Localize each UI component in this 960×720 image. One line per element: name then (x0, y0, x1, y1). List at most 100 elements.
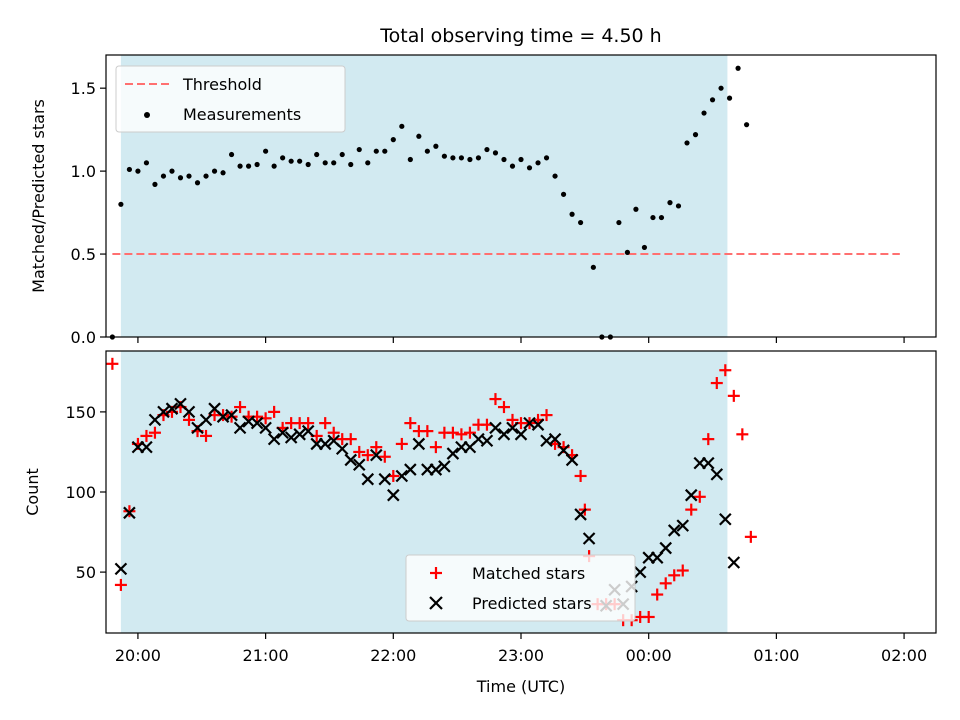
matched-star-point (540, 409, 553, 422)
measurement-point (718, 85, 724, 91)
predicted-star-point (727, 556, 741, 569)
x-tick-label: 23:00 (498, 646, 544, 665)
predicted-star-point (344, 453, 358, 467)
predicted-star-point (404, 463, 417, 476)
measurement-point (390, 137, 396, 143)
measurement-point (186, 173, 192, 179)
measurement-point (160, 173, 167, 179)
measurement-point (492, 150, 499, 156)
matched-star-point (455, 428, 468, 441)
measurement-point (211, 168, 218, 174)
measurement-point (535, 160, 541, 166)
measurement-point (135, 168, 141, 174)
bottom-y-axis-label: Count (23, 468, 42, 516)
matched-star-point (234, 401, 247, 414)
predicted-star-point (710, 468, 724, 481)
measurement-point (245, 163, 252, 169)
bottom-axes-frame (105, 350, 937, 634)
predicted-star-point (378, 472, 392, 486)
x-tick-label: 22:00 (370, 646, 416, 665)
measurement-point (152, 181, 158, 187)
measurement-point (709, 97, 716, 103)
matched-star-point (344, 433, 357, 446)
measurement-point (305, 161, 311, 168)
measurement-point (458, 155, 465, 161)
measurement-point (203, 173, 209, 179)
measurement-point (348, 161, 354, 168)
legend-predicted-label: Predicted stars (472, 594, 592, 613)
predicted-star-point (633, 565, 647, 579)
predicted-star-point (276, 426, 289, 439)
measurement-point (228, 151, 235, 158)
predicted-star-point (582, 532, 596, 545)
measurement-point (297, 158, 303, 164)
predicted-star-point (140, 440, 153, 454)
x-tick-label: 20:00 (115, 646, 161, 665)
matched-star-point (370, 441, 383, 454)
predicted-star-point (267, 432, 281, 446)
predicted-star-point (250, 416, 264, 430)
matched-star-point (404, 417, 417, 430)
bottom-y-ticks: 50 100 150 (65, 403, 106, 582)
predicted-star-point (165, 402, 179, 415)
chart-title: Total observing time = 4.50 h (379, 25, 661, 47)
measurement-point (467, 156, 473, 163)
measurement-point (271, 163, 277, 169)
measurement-point (280, 155, 286, 161)
measurement-point (667, 200, 673, 206)
measurement-point (177, 175, 184, 181)
matched-star-point (123, 505, 136, 518)
matched-star-point (327, 426, 340, 439)
predicted-star-point (387, 488, 400, 502)
matched-star-point (302, 417, 315, 430)
measurement-point (641, 244, 648, 251)
matched-star-point (693, 490, 706, 503)
measurement-point (237, 163, 243, 169)
measurement-point (569, 211, 575, 217)
predicted-star-point (182, 405, 196, 419)
predicted-star-point (123, 506, 136, 520)
predicted-star-point (199, 413, 213, 427)
predicted-star-point (395, 469, 409, 483)
predicted-star-point (157, 405, 170, 419)
measurement-point (339, 151, 345, 158)
matched-star-point (710, 377, 723, 390)
measurement-point (501, 156, 507, 163)
predicted-star-point (446, 447, 460, 460)
measurement-point (399, 123, 405, 129)
predicted-star-point (233, 421, 247, 435)
legend-threshold-label: Threshold (182, 75, 262, 94)
measurement-point (433, 143, 439, 149)
matched-star-point (395, 437, 408, 450)
x-tick-label: 02:00 (881, 646, 927, 665)
matched-star-point (463, 426, 476, 439)
matched-star-point (489, 393, 502, 406)
measurement-point (518, 156, 524, 163)
predicted-star-point (412, 437, 426, 451)
measurement-point (475, 155, 482, 161)
measurement-point (365, 160, 371, 166)
matched-star-point (727, 389, 740, 402)
measurement-point (416, 133, 422, 139)
predicted-star-point (284, 431, 298, 444)
predicted-star-point (301, 424, 315, 438)
predicted-star-point (335, 442, 349, 456)
measurement-point (650, 214, 656, 221)
top-y-axis-label: Matched/Predicted stars (29, 99, 48, 293)
predicted-star-point (361, 472, 375, 486)
predicted-star-point (438, 460, 451, 473)
measurement-point (314, 151, 320, 158)
predicted-star-point (514, 428, 528, 441)
predicted-star-point (489, 421, 502, 435)
measurement-point (254, 161, 260, 168)
predicted-star-point (259, 421, 272, 435)
measurement-point (373, 148, 379, 154)
measurement-point (735, 65, 741, 71)
measurement-point (577, 219, 584, 226)
y-tick-label: 100 (65, 483, 96, 502)
matched-star-point (200, 429, 213, 442)
predicted-star-point (293, 428, 306, 441)
measurement-point (220, 170, 226, 176)
matched-star-point (114, 578, 127, 591)
legend-measurements-label: Measurements (183, 105, 301, 124)
